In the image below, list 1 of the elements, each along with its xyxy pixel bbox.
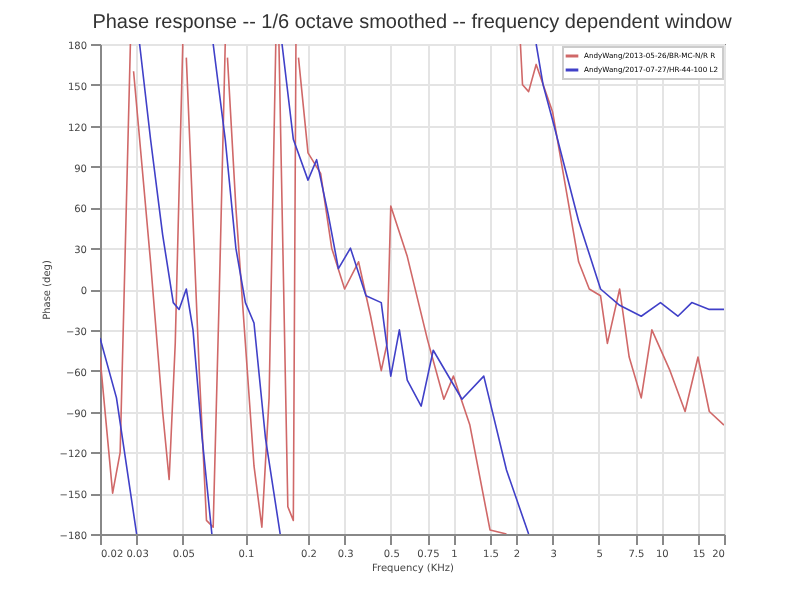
chart-title: Phase response -- 1/6 octave smoothed -- frequency dependent window bbox=[92, 12, 734, 34]
